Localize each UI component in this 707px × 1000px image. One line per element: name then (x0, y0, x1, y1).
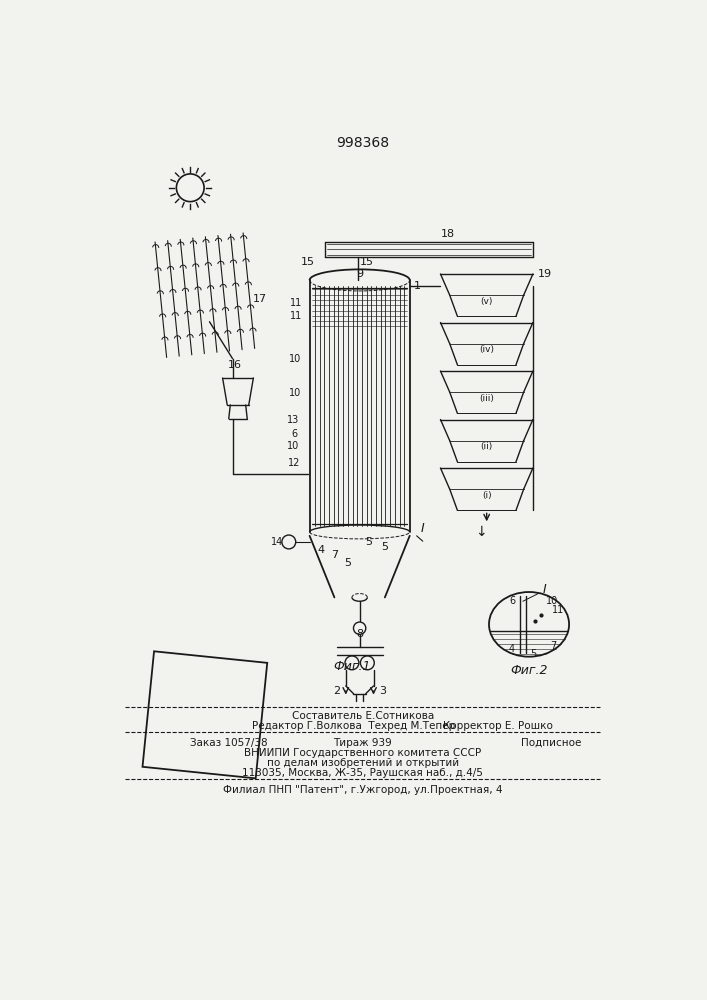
Text: Фиг.2: Фиг.2 (510, 664, 548, 677)
Text: (i): (i) (482, 491, 491, 500)
Text: 14: 14 (271, 537, 284, 547)
Text: Фиг.1: Фиг.1 (333, 660, 370, 673)
Text: (v): (v) (481, 297, 493, 306)
Text: 1: 1 (414, 281, 421, 291)
Text: 18: 18 (441, 229, 455, 239)
Text: 5: 5 (366, 537, 373, 547)
Text: (iii): (iii) (479, 394, 494, 403)
Text: 12: 12 (288, 458, 300, 468)
Text: ↓: ↓ (474, 525, 486, 539)
Text: 11: 11 (552, 605, 564, 615)
Text: 5: 5 (381, 542, 387, 552)
Text: 6: 6 (291, 429, 297, 439)
Text: 6: 6 (509, 596, 515, 606)
Text: 10: 10 (546, 596, 559, 606)
Text: I: I (542, 583, 547, 596)
Text: Заказ 1057/38: Заказ 1057/38 (190, 738, 268, 748)
Text: 7: 7 (332, 550, 339, 560)
Text: 17: 17 (252, 294, 267, 304)
Text: 5: 5 (530, 649, 536, 659)
Text: 8: 8 (356, 629, 363, 639)
Text: Корректор Е. Рошко: Корректор Е. Рошко (443, 721, 553, 731)
Text: ВНИИПИ Государственного комитета СССР: ВНИИПИ Государственного комитета СССР (244, 748, 481, 758)
Text: 4: 4 (509, 644, 515, 654)
Text: 15: 15 (301, 257, 315, 267)
Text: 113035, Москва, Ж-35, Раушская наб., д.4/5: 113035, Москва, Ж-35, Раушская наб., д.4… (243, 768, 483, 778)
Text: (ii): (ii) (481, 442, 493, 451)
Text: Редактор Г.Волкова  Техред М.Тепер: Редактор Г.Волкова Техред М.Тепер (252, 721, 455, 731)
Text: Тираж 939: Тираж 939 (333, 738, 392, 748)
Text: Филиал ПНП "Патент", г.Ужгород, ул.Проектная, 4: Филиал ПНП "Патент", г.Ужгород, ул.Проек… (223, 785, 503, 795)
Text: I: I (421, 522, 425, 535)
Text: 10: 10 (289, 354, 301, 364)
Text: Составитель Е.Сотникова: Составитель Е.Сотникова (291, 711, 434, 721)
Text: Подписное: Подписное (521, 738, 582, 748)
Text: (iv): (iv) (479, 345, 494, 354)
Text: 3: 3 (379, 686, 386, 696)
Text: 5: 5 (344, 558, 351, 568)
Text: 16: 16 (228, 360, 242, 370)
Text: 2: 2 (333, 686, 340, 696)
Text: по делам изобретений и открытий: по делам изобретений и открытий (267, 758, 459, 768)
Text: 9: 9 (356, 269, 363, 279)
Text: 7: 7 (551, 641, 557, 651)
Text: 10: 10 (289, 388, 301, 398)
Text: 19: 19 (537, 269, 551, 279)
Text: 11: 11 (291, 298, 303, 308)
Text: 10: 10 (286, 441, 299, 451)
Text: 13: 13 (286, 415, 299, 425)
Text: 998368: 998368 (336, 136, 390, 150)
Text: 11: 11 (291, 311, 303, 321)
Text: 4: 4 (317, 545, 325, 555)
Text: 15: 15 (360, 257, 373, 267)
